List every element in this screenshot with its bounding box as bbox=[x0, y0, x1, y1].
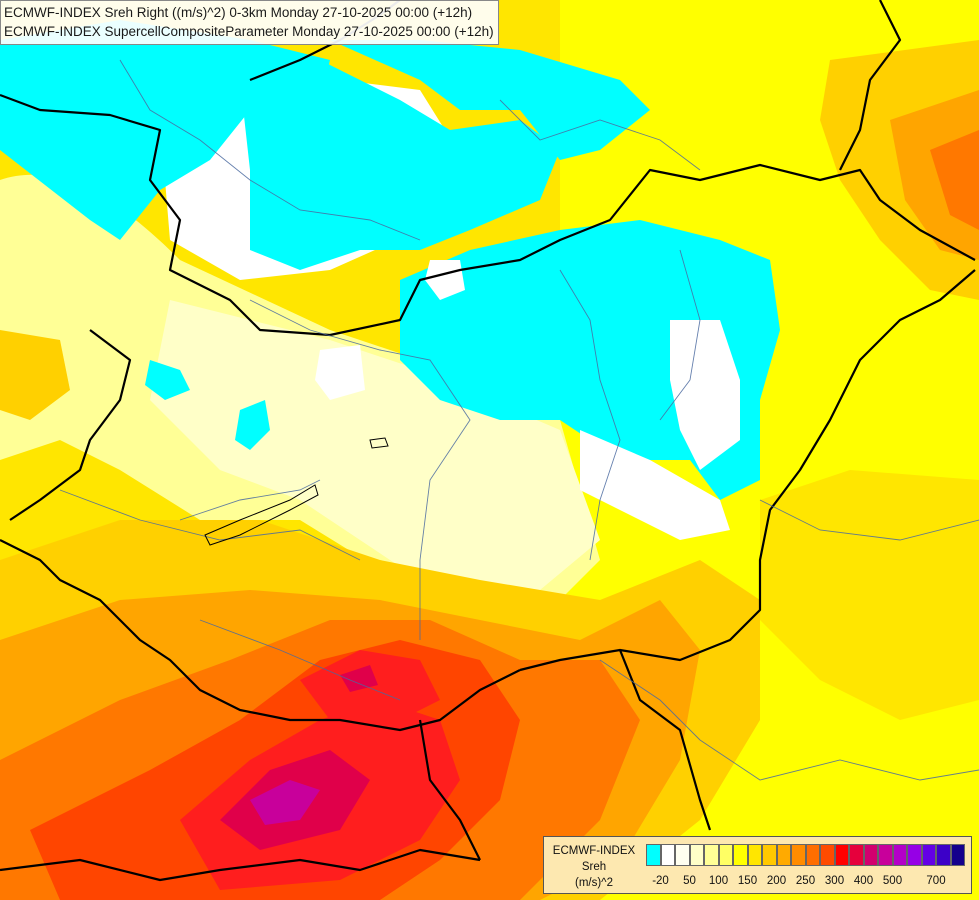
legend-swatch bbox=[762, 844, 777, 866]
lake-small bbox=[369, 437, 389, 449]
legend-swatch bbox=[936, 844, 951, 866]
river-8 bbox=[759, 499, 979, 541]
legend-swatch bbox=[892, 844, 907, 866]
legend-swatch bbox=[718, 844, 733, 866]
legend-swatch bbox=[675, 844, 690, 866]
rivers bbox=[59, 59, 979, 781]
lake-balaton bbox=[204, 484, 319, 546]
legend-swatch bbox=[834, 844, 849, 866]
map-title-box: ECMWF-INDEX Sreh Right ((m/s)^2) 0-3km M… bbox=[0, 0, 499, 45]
river-4 bbox=[659, 249, 701, 421]
map-title-line-1: ECMWF-INDEX Sreh Right ((m/s)^2) 0-3km M… bbox=[4, 5, 473, 20]
legend-tick-labels: -20 50 100 150 200 250 300 400 500 700 bbox=[646, 875, 966, 891]
field-darkorange-east bbox=[930, 130, 979, 230]
river-1 bbox=[119, 59, 421, 241]
river-10 bbox=[179, 479, 321, 521]
legend-swatch bbox=[878, 844, 893, 866]
legend-swatch bbox=[733, 844, 748, 866]
field-crimson-small bbox=[340, 665, 378, 692]
legend-swatch bbox=[660, 844, 675, 866]
border-west bbox=[9, 329, 132, 521]
river-9 bbox=[499, 99, 701, 171]
legend-title-line-1: ECMWF-INDEX bbox=[552, 845, 636, 857]
border-southeast bbox=[618, 649, 712, 831]
legend-tick-label: 300 bbox=[824, 875, 845, 887]
legend-tick-label: 200 bbox=[766, 875, 787, 887]
field-magenta-core bbox=[250, 780, 320, 825]
field-gold-west-patch bbox=[0, 330, 70, 420]
border-north bbox=[0, 93, 976, 337]
field-cyan-northwest bbox=[0, 20, 330, 240]
border-south-inner bbox=[418, 719, 481, 861]
border-southwest bbox=[0, 848, 481, 882]
field-white-south bbox=[580, 430, 730, 540]
legend-swatch bbox=[863, 844, 878, 866]
legend-tick-label: -20 bbox=[652, 875, 669, 887]
legend-swatch bbox=[689, 844, 704, 866]
legend-swatch bbox=[646, 844, 661, 866]
river-6 bbox=[199, 619, 401, 701]
map-title-line-2: ECMWF-INDEX SupercellCompositeParameter … bbox=[4, 24, 494, 39]
legend-tick-label: 400 bbox=[853, 875, 874, 887]
field-white-left-patch bbox=[315, 345, 365, 400]
legend-tick-label: 100 bbox=[708, 875, 729, 887]
field-lightyellow-center bbox=[150, 300, 600, 590]
field-cyan-small-mid bbox=[235, 400, 270, 450]
legend-swatch bbox=[704, 844, 719, 866]
field-white-central bbox=[670, 320, 740, 470]
legend-swatch bbox=[820, 844, 835, 866]
legend-title: ECMWF-INDEX Sreh (m/s)^2 bbox=[548, 843, 640, 891]
color-legend: ECMWF-INDEX Sreh (m/s)^2 -20 50 100 150 200 2… bbox=[543, 836, 972, 894]
legend-swatch bbox=[907, 844, 922, 866]
legend-swatch bbox=[747, 844, 762, 866]
legend-swatch bbox=[791, 844, 806, 866]
river-5 bbox=[59, 489, 361, 561]
legend-swatch bbox=[849, 844, 864, 866]
field-gold-southeast bbox=[760, 470, 979, 720]
legend-tick-label: 700 bbox=[926, 875, 946, 887]
legend-swatch bbox=[921, 844, 936, 866]
field-white-patch bbox=[425, 260, 465, 300]
river-3 bbox=[559, 269, 621, 561]
river-7 bbox=[599, 659, 979, 781]
legend-tick-label: 500 bbox=[882, 875, 903, 887]
border-northeast-east bbox=[839, 0, 902, 171]
legend-swatch bbox=[950, 844, 965, 866]
legend-title-line-2: Sreh bbox=[581, 861, 607, 873]
border-south bbox=[0, 539, 521, 732]
legend-tick-label: 250 bbox=[795, 875, 816, 887]
legend-swatch bbox=[805, 844, 820, 866]
field-cyan-north bbox=[240, 60, 560, 270]
legend-swatch bbox=[776, 844, 791, 866]
legend-color-bar bbox=[646, 844, 965, 866]
border-central-east bbox=[519, 269, 976, 672]
legend-tick-label: 50 bbox=[683, 875, 696, 887]
legend-tick-label: 150 bbox=[737, 875, 758, 887]
field-cyan-small-west bbox=[145, 360, 190, 400]
river-2 bbox=[249, 299, 471, 640]
legend-title-line-3: (m/s)^2 bbox=[575, 877, 613, 889]
